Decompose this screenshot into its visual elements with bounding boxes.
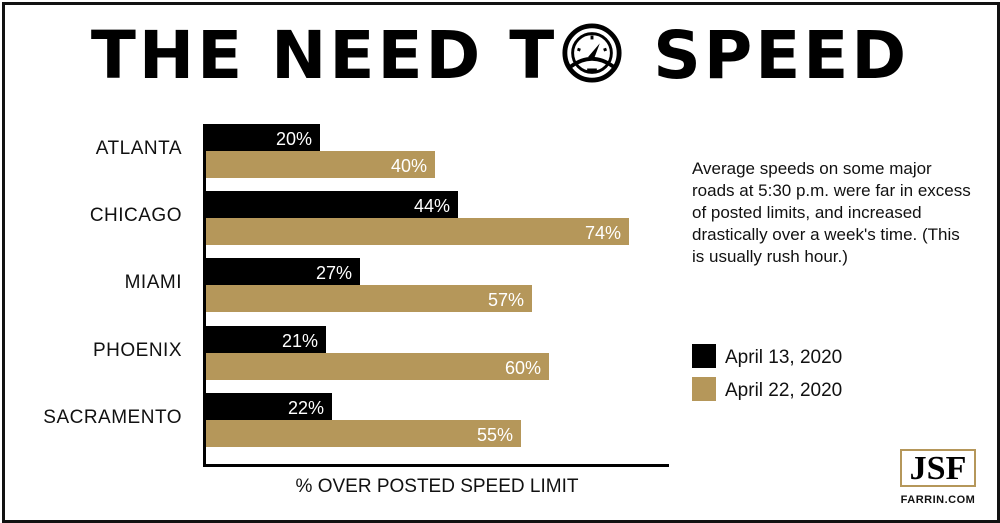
speedometer-icon [562,23,622,83]
x-axis [203,464,669,467]
page-title: THE NEED T SPEED [0,16,1000,96]
legend-label: April 22, 2020 [725,380,843,401]
legend-item-april-13: April 13, 2020 [692,344,842,370]
description-text: Average speeds on some major roads at 5:… [692,159,971,266]
category-label: CHICAGO [89,205,182,227]
bar-chicago-apr13: 44% [206,191,458,219]
bar-chicago-apr22: 74% [206,218,629,246]
bar-atlanta-apr22: 40% [206,151,435,178]
bar-sacramento-apr22: 55% [206,419,521,447]
category-label: MIAMI [124,272,182,294]
y-axis [203,124,206,467]
brand-url: FARRIN.COM [900,494,976,506]
brand-logo: JSF [900,449,976,487]
category-label: SACRAMENTO [43,406,182,428]
title-text-2: SPEED [627,17,910,94]
legend-label: April 13, 2020 [725,347,843,368]
bar-phoenix-apr22: 60% [206,352,549,380]
bar-miami-apr13: 27% [206,258,360,286]
bar-atlanta-apr13: 20% [206,124,320,151]
bar-sacramento-apr13: 22% [206,392,332,420]
legend-swatch [692,344,716,368]
title-text-1: THE NEED T [90,17,558,94]
legend-swatch [692,377,716,401]
bar-miami-apr22: 57% [206,285,532,313]
x-axis-label: % OVER POSTED SPEED LIMIT [295,476,579,497]
category-label: ATLANTA [95,138,182,159]
bar-phoenix-apr13: 21% [206,325,326,353]
legend-item-april-22: April 22, 2020 [692,377,842,403]
category-label: PHOENIX [92,339,182,361]
